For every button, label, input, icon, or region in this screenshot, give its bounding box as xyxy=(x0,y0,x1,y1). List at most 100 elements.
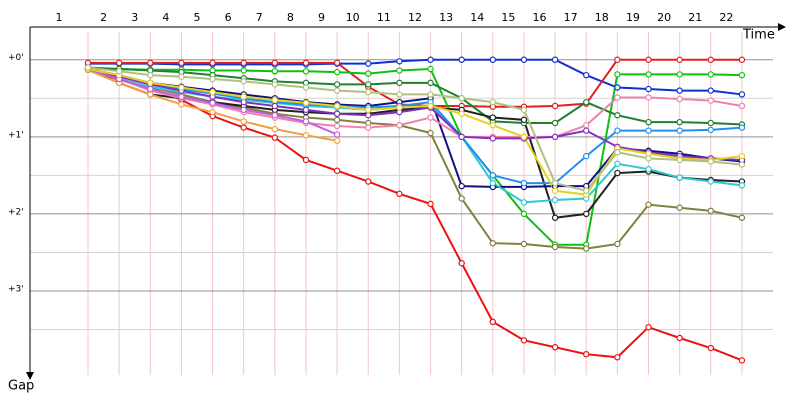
data-point xyxy=(707,158,715,165)
data-point xyxy=(676,87,683,94)
data-point xyxy=(645,155,652,162)
data-point xyxy=(551,344,559,351)
data-point xyxy=(458,133,465,141)
series-line xyxy=(87,66,742,126)
data-point xyxy=(583,350,590,358)
data-point xyxy=(271,134,279,141)
data-point xyxy=(333,110,341,117)
data-point xyxy=(614,240,621,248)
data-point xyxy=(365,88,372,96)
x-tick-label: 12 xyxy=(408,11,422,24)
x-tick-label: 17 xyxy=(564,11,578,24)
series-line xyxy=(87,68,743,138)
x-tick-label: 2 xyxy=(100,11,107,24)
x-tick-label: 21 xyxy=(688,11,702,24)
y-axis-label: Gap xyxy=(8,379,34,394)
series-line xyxy=(88,58,743,96)
x-tick-label: 18 xyxy=(595,11,609,24)
x-tick-label: 13 xyxy=(439,11,453,24)
x-tick-label: 9 xyxy=(318,11,325,24)
data-point xyxy=(614,127,621,134)
data-point xyxy=(240,98,247,106)
data-point xyxy=(396,104,403,111)
data-point xyxy=(333,102,341,110)
data-point xyxy=(333,81,341,88)
data-point xyxy=(333,68,341,76)
data-point xyxy=(333,137,341,144)
series-line xyxy=(87,68,743,250)
data-point xyxy=(302,99,310,107)
x-tick-label: 22 xyxy=(719,11,733,24)
data-point xyxy=(115,59,123,67)
data-point xyxy=(209,108,216,116)
data-point xyxy=(583,98,590,106)
data-point xyxy=(645,165,652,173)
data-point xyxy=(676,95,683,103)
data-point xyxy=(489,122,497,129)
x-tick-label: 4 xyxy=(162,11,169,24)
data-point xyxy=(271,96,279,104)
data-point xyxy=(396,122,403,129)
data-point xyxy=(676,56,683,63)
x-tick-label: 5 xyxy=(193,11,200,24)
x-tick-label: 6 xyxy=(225,11,232,24)
data-point xyxy=(240,67,247,74)
data-point xyxy=(489,135,497,142)
data-point xyxy=(551,196,559,204)
data-point xyxy=(333,122,341,130)
data-point xyxy=(427,129,434,137)
x-tick-label: 14 xyxy=(470,11,484,24)
data-point xyxy=(583,187,590,194)
data-point xyxy=(365,124,372,131)
data-point xyxy=(240,106,247,114)
x-tick-label: 8 xyxy=(287,11,294,24)
data-point xyxy=(240,124,247,131)
data-point xyxy=(84,64,92,71)
data-point xyxy=(707,119,715,127)
data-point xyxy=(271,102,279,110)
data-point xyxy=(738,91,746,98)
data-point xyxy=(427,200,434,208)
data-point xyxy=(520,116,528,124)
data-point xyxy=(583,127,590,134)
data-point xyxy=(147,91,154,98)
data-point xyxy=(458,260,465,267)
data-point xyxy=(614,56,621,63)
data-point xyxy=(427,56,434,63)
data-point xyxy=(271,112,279,119)
data-point xyxy=(333,167,341,174)
data-point xyxy=(645,85,652,93)
data-point xyxy=(147,85,154,93)
data-point xyxy=(551,119,559,127)
data-point xyxy=(614,149,621,156)
data-point xyxy=(333,87,341,94)
y-tick-label: +2' xyxy=(8,207,24,217)
data-point xyxy=(302,59,310,67)
data-point xyxy=(271,68,279,75)
x-tick-label: 3 xyxy=(131,11,138,24)
data-point xyxy=(520,199,528,206)
data-point xyxy=(302,84,310,91)
data-point xyxy=(178,93,185,100)
data-point xyxy=(583,122,590,129)
data-point xyxy=(738,56,746,63)
data-point xyxy=(302,118,310,125)
data-point xyxy=(333,116,341,124)
x-axis-label: Time xyxy=(742,28,775,43)
data-point xyxy=(147,59,154,67)
data-point xyxy=(333,59,341,67)
data-point xyxy=(489,98,497,106)
data-point xyxy=(614,71,621,78)
data-point xyxy=(520,337,528,344)
data-point xyxy=(365,60,372,67)
data-point xyxy=(645,94,652,101)
data-point xyxy=(178,73,185,80)
data-point xyxy=(271,59,279,67)
data-point xyxy=(551,56,559,63)
data-point xyxy=(240,59,247,67)
data-point xyxy=(614,169,621,177)
data-point xyxy=(551,187,559,194)
data-point xyxy=(458,95,465,102)
data-point xyxy=(738,161,746,168)
data-point xyxy=(520,106,528,114)
